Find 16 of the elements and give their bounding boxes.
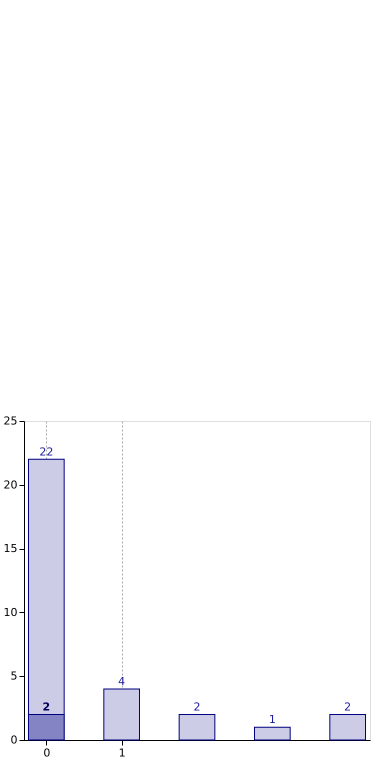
data-label: 1 <box>268 713 276 726</box>
bar <box>329 714 366 740</box>
data-label: 2 <box>194 700 200 714</box>
bar <box>254 726 291 740</box>
y-tick-label: 5 <box>10 670 18 683</box>
y-tick-label: 10 <box>4 606 18 619</box>
data-label: 4 <box>118 674 126 688</box>
y-tick-label: 15 <box>4 542 18 556</box>
data-label: 2 <box>344 700 352 714</box>
y-tick-label: 25 <box>4 414 18 428</box>
bar <box>103 688 140 740</box>
y-tick-label: 20 <box>4 478 18 492</box>
y-tick-label: 0 <box>10 734 18 746</box>
data-label: 2 <box>42 700 50 714</box>
data-label: 22 <box>39 445 54 458</box>
bar <box>178 714 216 740</box>
